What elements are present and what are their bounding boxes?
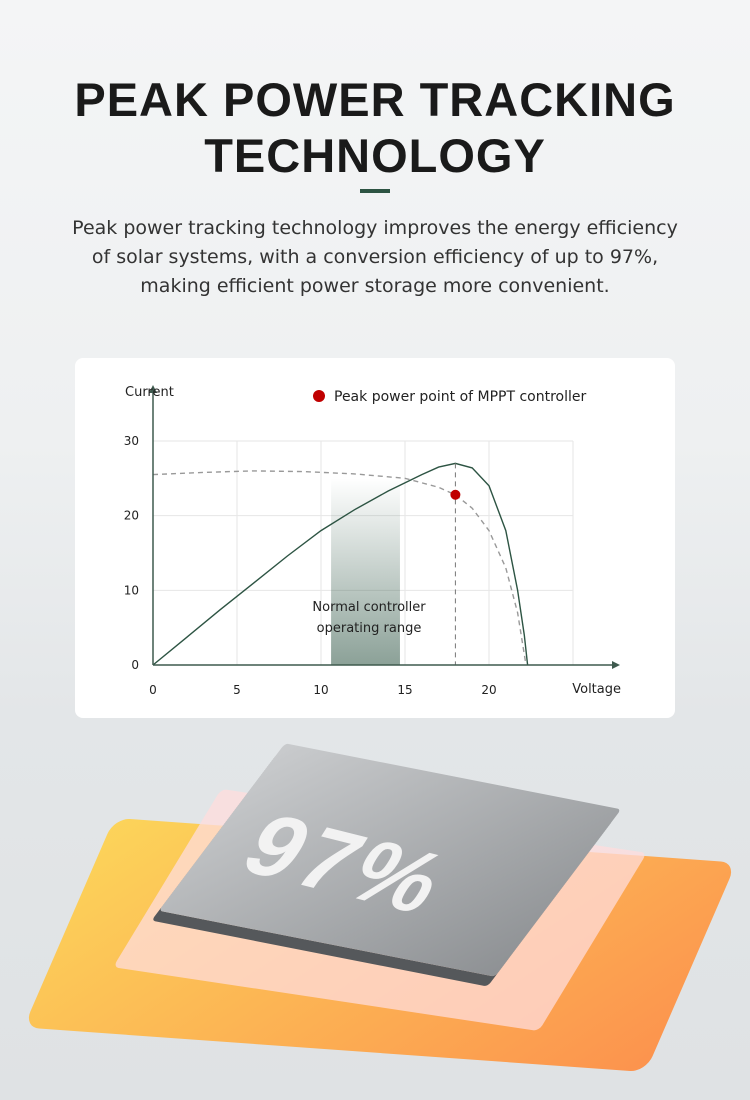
x-axis-label: Voltage: [572, 682, 621, 697]
x-tick-label: 15: [397, 683, 412, 697]
current-curve: [152, 470, 527, 666]
legend-label: Peak power point of MPPT controller: [334, 389, 587, 405]
y-tick-label: 20: [124, 509, 139, 523]
power-curve: [152, 462, 529, 666]
chip-illustration: 97%: [0, 720, 750, 1100]
chart-card: 0 5 10 15 20 0 10 20 30 Current Voltage Peak power …: [75, 358, 675, 718]
operating-range-band: [331, 478, 400, 665]
range-label-line1: Normal controller: [312, 600, 426, 615]
y-tick-label: 30: [124, 434, 139, 448]
x-tick-label: 10: [313, 683, 328, 697]
iv-chart: 0 5 10 15 20 0 10 20 30 Current Voltage Peak power …: [124, 385, 621, 697]
description: Peak power tracking technology improves …: [72, 217, 678, 297]
x-tick-label: 20: [481, 683, 496, 697]
y-axis-label: Current: [125, 385, 174, 400]
x-tick-label: 0: [149, 683, 157, 697]
page-title: PEAK POWER TRACKING TECHNOLOGY: [74, 73, 676, 182]
x-tick-label: 5: [233, 683, 241, 697]
range-label-line2: operating range: [317, 621, 422, 636]
y-tick-label: 0: [131, 658, 139, 672]
x-axis-arrow-icon: [612, 661, 620, 669]
legend-marker: [313, 390, 325, 402]
y-axis-arrow-icon: [149, 385, 157, 393]
title-divider: [360, 189, 390, 193]
peak-power-point: [450, 489, 461, 500]
y-tick-label: 10: [124, 583, 139, 597]
